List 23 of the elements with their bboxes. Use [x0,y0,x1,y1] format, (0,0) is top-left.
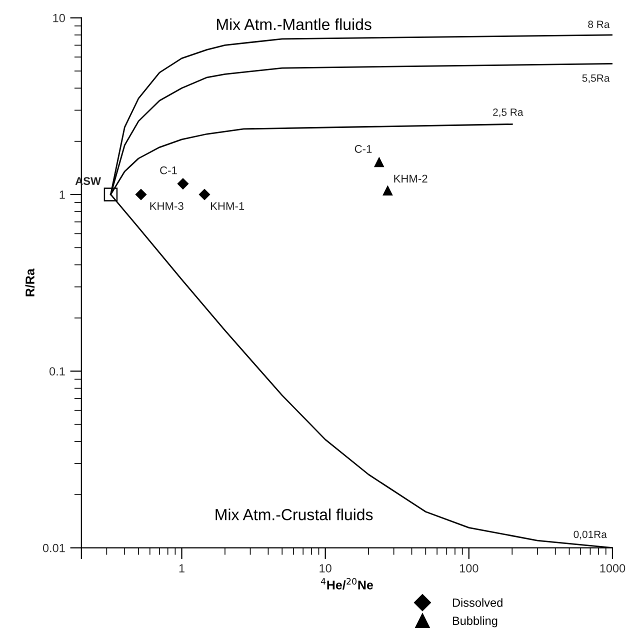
annotation: 5,5Ra [582,74,610,84]
annotation: Mix Atm.-Mantle fluids [217,18,372,30]
y-axis-title: R/Ra [25,268,35,296]
annotation: 8 Ra [588,20,610,28]
annotation: 0,01Ra [574,530,607,540]
legend-label: Bubbling [452,616,498,628]
y-tick-label: 1 [60,190,65,199]
y-tick-label: 10 [53,14,65,22]
y-tick-label: 0.1 [49,367,65,376]
annotation: 2,5 Ra [493,108,524,118]
x-axis-title: $^{4}$He/$^{20}$Ne [320,578,374,590]
annotation: KHM-2 [394,174,428,183]
annotation: C-1 [354,144,372,153]
annotation: KHM-3 [150,202,184,210]
x-tick-label: 10 [320,564,332,572]
x-tick-label: 1000 [600,564,626,572]
legend-label: Dissolved [452,598,502,607]
annotation: KHM-1 [210,202,244,210]
annotation: Mix Atm.-Crustal fluids [216,508,373,520]
y-tick-label: 0.01 [42,544,65,552]
x-tick-label: 1 [179,564,184,572]
annotation: C-1 [160,166,177,174]
x-tick-label: 100 [460,564,478,572]
